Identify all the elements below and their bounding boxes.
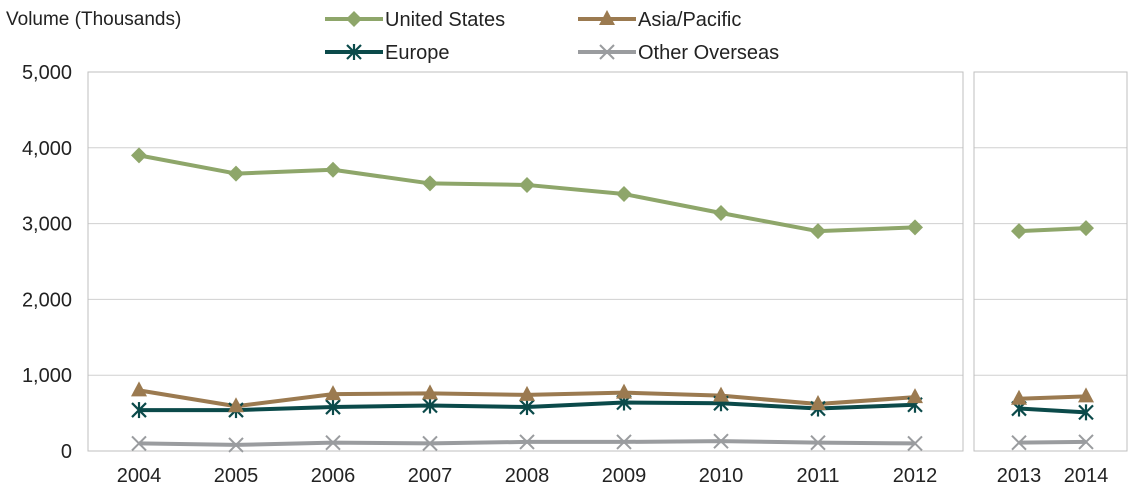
x-tick-label: 2007 xyxy=(408,465,453,487)
y-tick-label: 2,000 xyxy=(22,289,72,311)
y-axis-label: Volume (Thousands) xyxy=(6,9,181,30)
x-tick-label: 2011 xyxy=(796,465,839,487)
legend-label: Other Overseas xyxy=(638,42,779,64)
legend-item-united-states: United States xyxy=(325,9,505,31)
data-point-asia-pacific xyxy=(1011,389,1027,405)
data-point-europe xyxy=(131,402,147,419)
data-point-asia-pacific xyxy=(422,384,438,400)
plot-frames xyxy=(87,71,1128,452)
data-point-europe xyxy=(1078,404,1094,421)
series-line-asia-pacific xyxy=(1018,394,1087,401)
data-point-united-states xyxy=(907,219,923,236)
x-tick-label: 2008 xyxy=(505,465,550,487)
data-point-asia-pacific xyxy=(325,385,341,401)
tick-labels: 0 1,000 2,000 3,000 4,000 5,000 2004 2005 2006 20… xyxy=(22,62,1108,487)
data-point-europe xyxy=(519,399,535,416)
x-tick-label: 2006 xyxy=(311,465,356,487)
data-point-other-overseas xyxy=(810,434,826,451)
data-point-united-states xyxy=(810,223,826,240)
panel-frame xyxy=(973,71,1128,452)
data-point-other-overseas xyxy=(519,434,535,450)
legend-item-asia-pacific: Asia/Pacific xyxy=(578,9,741,31)
data-point-asia-pacific xyxy=(907,388,923,404)
y-tick-label: 3,000 xyxy=(22,214,72,236)
gridlines xyxy=(88,71,1127,376)
data-point-asia-pacific xyxy=(519,385,535,401)
data-point-asia-pacific xyxy=(713,386,729,402)
data-point-united-states xyxy=(713,204,729,221)
data-point-other-overseas xyxy=(713,433,729,449)
data-point-united-states xyxy=(1078,220,1094,237)
data-point-europe xyxy=(422,397,438,414)
data-point-asia-pacific xyxy=(616,383,632,399)
x-tick-label: 2014 xyxy=(1064,465,1109,487)
y-tick-label: 0 xyxy=(61,441,72,463)
data-point-other-overseas xyxy=(131,435,147,452)
data-point-other-overseas xyxy=(1011,434,1027,451)
x-tick-label: 2004 xyxy=(117,465,162,487)
legend-swatch-marker xyxy=(599,44,615,60)
data-point-other-overseas xyxy=(1078,434,1094,450)
data-point-other-overseas xyxy=(422,435,438,452)
legend-label: Asia/Pacific xyxy=(638,9,741,31)
y-tick-label: 5,000 xyxy=(22,62,72,84)
data-point-other-overseas xyxy=(907,435,923,452)
legend-item-other-overseas: Other Overseas xyxy=(578,42,779,64)
data-point-asia-pacific xyxy=(228,397,244,413)
legend-swatch-marker xyxy=(346,11,362,27)
data-point-europe xyxy=(325,399,341,416)
panel-frame xyxy=(87,71,964,452)
series-line-europe xyxy=(1018,406,1087,415)
y-tick-label: 1,000 xyxy=(22,365,72,387)
data-point-asia-pacific xyxy=(810,395,826,411)
data-point-united-states xyxy=(131,147,147,164)
x-tick-label: 2005 xyxy=(214,465,259,487)
legend-swatch-marker xyxy=(599,10,615,25)
x-tick-label: 2009 xyxy=(602,465,647,487)
legend: United States Asia/Pacific Europe Other Ove… xyxy=(325,9,779,64)
legend-label: United States xyxy=(385,9,505,31)
legend-item-europe: Europe xyxy=(325,42,450,64)
data-point-united-states xyxy=(616,186,632,203)
legend-swatch-marker xyxy=(346,44,362,60)
x-tick-label: 2010 xyxy=(699,465,744,487)
x-tick-label: 2013 xyxy=(997,465,1042,487)
data-point-united-states xyxy=(422,175,438,192)
series-line-other-overseas xyxy=(1018,439,1087,445)
data-point-other-overseas xyxy=(616,434,632,450)
data-point-united-states xyxy=(325,161,341,178)
series-markers xyxy=(131,147,1094,453)
data-point-asia-pacific xyxy=(1078,387,1094,403)
data-point-united-states xyxy=(519,176,535,193)
series-lines xyxy=(138,153,1087,447)
data-point-asia-pacific xyxy=(131,381,147,397)
data-point-united-states xyxy=(228,165,244,182)
y-tick-label: 4,000 xyxy=(22,138,72,160)
series-line-united-states xyxy=(138,153,916,234)
data-point-other-overseas xyxy=(325,434,341,451)
legend-label: Europe xyxy=(385,42,450,64)
series-line-united-states xyxy=(1018,226,1087,234)
x-tick-label: 2012 xyxy=(893,465,938,487)
data-point-other-overseas xyxy=(228,437,244,453)
data-point-united-states xyxy=(1011,223,1027,240)
